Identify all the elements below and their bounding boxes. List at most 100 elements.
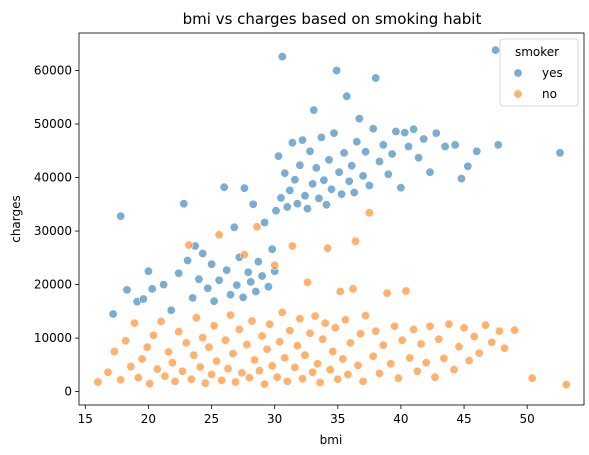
point-no-11 — [149, 330, 159, 340]
point-yes-55 — [311, 163, 321, 173]
point-no-79 — [335, 286, 345, 296]
point-no-123 — [561, 380, 571, 390]
point-no-92 — [371, 326, 381, 336]
point-yes-50 — [300, 191, 310, 201]
point-no-51 — [265, 319, 275, 329]
point-yes-83 — [396, 183, 406, 193]
point-yes-24 — [232, 280, 242, 290]
point-no-9 — [142, 342, 152, 352]
point-no-109 — [439, 353, 449, 363]
point-no-70 — [313, 359, 323, 369]
x-tick-label-20: 20 — [141, 412, 156, 426]
point-no-84 — [348, 284, 358, 294]
x-tick-label-40: 40 — [393, 412, 408, 426]
point-yes-89 — [425, 167, 435, 177]
point-no-122 — [527, 373, 537, 383]
point-yes-9 — [174, 268, 184, 278]
point-no-83 — [345, 338, 355, 348]
point-no-15 — [164, 347, 174, 357]
y-tick-label-0: 0 — [64, 385, 72, 399]
x-tick-label-45: 45 — [456, 412, 471, 426]
point-no-37 — [228, 349, 238, 359]
point-yes-88 — [419, 134, 429, 144]
point-no-95 — [382, 288, 392, 298]
point-yes-40 — [276, 193, 286, 203]
point-yes-28 — [243, 267, 253, 277]
point-yes-98 — [555, 148, 565, 158]
point-no-42 — [242, 339, 252, 349]
legend-label-yes: yes — [542, 66, 563, 80]
point-yes-68 — [344, 176, 354, 186]
point-yes-17 — [207, 259, 217, 269]
point-no-61 — [290, 362, 300, 372]
point-no-115 — [469, 331, 479, 341]
point-no-59 — [285, 326, 295, 336]
point-yes-52 — [305, 146, 315, 156]
point-yes-14 — [194, 274, 204, 284]
point-no-28 — [204, 342, 214, 352]
point-yes-38 — [271, 206, 281, 216]
point-no-104 — [416, 339, 426, 349]
point-no-119 — [494, 326, 504, 336]
point-yes-33 — [257, 271, 267, 281]
point-no-49 — [260, 379, 270, 389]
x-tick-label-35: 35 — [330, 412, 345, 426]
point-yes-15 — [198, 249, 208, 259]
point-yes-46 — [290, 175, 300, 185]
legend-label-no: no — [542, 87, 557, 101]
point-yes-43 — [282, 202, 292, 212]
point-no-93 — [374, 368, 384, 378]
point-yes-77 — [371, 73, 381, 83]
point-yes-49 — [297, 135, 307, 145]
point-yes-35 — [263, 282, 273, 292]
point-yes-78 — [374, 157, 384, 167]
point-yes-67 — [342, 91, 352, 101]
point-yes-75 — [364, 181, 374, 191]
point-no-12 — [152, 364, 162, 374]
point-yes-0 — [108, 309, 118, 319]
x-tick-label-15: 15 — [78, 412, 93, 426]
point-yes-62 — [329, 128, 339, 138]
point-yes-90 — [431, 128, 441, 138]
point-no-0 — [93, 377, 103, 387]
point-no-26 — [198, 333, 208, 343]
point-yes-1 — [116, 211, 126, 221]
point-no-80 — [338, 354, 348, 364]
point-no-87 — [355, 329, 365, 339]
point-no-117 — [480, 320, 490, 330]
point-yes-59 — [321, 200, 331, 210]
point-yes-60 — [324, 155, 334, 165]
point-yes-32 — [253, 257, 263, 267]
point-yes-86 — [409, 124, 419, 134]
point-no-114 — [464, 356, 474, 366]
point-yes-41 — [277, 52, 287, 62]
point-no-3 — [116, 375, 126, 385]
point-no-30 — [209, 321, 219, 331]
point-no-76 — [328, 346, 338, 356]
point-no-24 — [191, 313, 201, 323]
point-no-105 — [421, 358, 431, 368]
chart-title: bmi vs charges based on smoking habit — [183, 10, 482, 28]
point-yes-56 — [314, 193, 324, 203]
y-tick-label-10000: 10000 — [34, 331, 72, 345]
point-no-25 — [195, 362, 205, 372]
point-yes-64 — [334, 167, 344, 177]
point-no-91 — [368, 351, 378, 361]
point-no-21 — [184, 240, 194, 250]
point-yes-72 — [354, 114, 364, 124]
point-no-23 — [189, 350, 199, 360]
point-no-94 — [378, 340, 388, 350]
point-no-68 — [308, 367, 318, 377]
y-tick-label-40000: 40000 — [34, 171, 72, 185]
point-yes-70 — [349, 188, 359, 198]
point-no-102 — [409, 324, 419, 334]
point-yes-21 — [222, 265, 232, 275]
plot-frame — [78, 32, 585, 406]
point-no-82 — [343, 369, 353, 379]
point-no-4 — [121, 336, 131, 346]
point-yes-18 — [209, 296, 219, 306]
point-no-74 — [323, 243, 333, 253]
point-no-106 — [425, 321, 435, 331]
point-yes-10 — [179, 199, 189, 209]
point-no-53 — [270, 260, 280, 270]
